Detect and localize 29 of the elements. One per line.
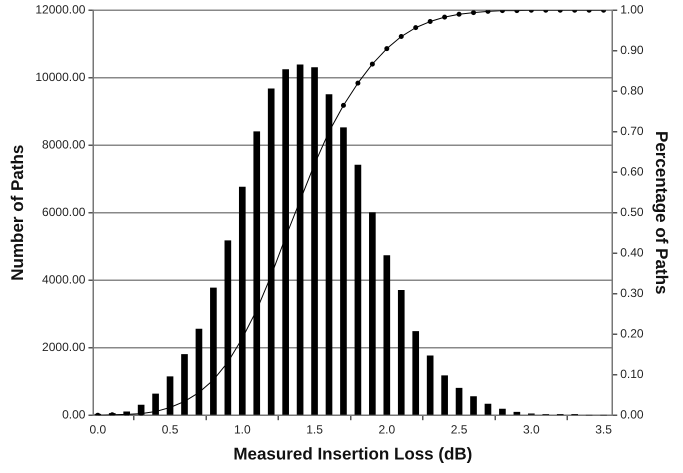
y-tick-label: 10000.00 bbox=[35, 70, 86, 84]
y2-axis-title: Percentage of Paths bbox=[652, 130, 672, 294]
y-tick-label: 0.00 bbox=[62, 408, 86, 422]
y-tick-label: 6000.00 bbox=[42, 205, 86, 220]
y2-tick-label: 0.00 bbox=[620, 408, 644, 422]
y2-tick-label: 0.70 bbox=[620, 124, 644, 138]
y-tick-label: 4000.00 bbox=[42, 272, 86, 287]
x-tick-label: 2.0 bbox=[378, 422, 396, 437]
y-tick-label: 8000.00 bbox=[42, 138, 86, 152]
x-axis-title: Measured Insertion Loss (dB) bbox=[233, 444, 472, 464]
y2-tick-label: 0.60 bbox=[620, 164, 644, 179]
y2-tick-label: 0.40 bbox=[620, 246, 644, 260]
y2-tick-label: 0.50 bbox=[620, 205, 644, 220]
x-tick-label: 1.0 bbox=[234, 422, 251, 437]
y-tick-label: 2000.00 bbox=[42, 340, 86, 354]
y-axis-title: Number of Paths bbox=[8, 144, 27, 281]
y2-tick-label: 0.30 bbox=[620, 286, 644, 300]
y2-tick-label: 0.10 bbox=[620, 367, 644, 382]
x-tick-label: 0.0 bbox=[89, 422, 106, 437]
y2-tick-label: 0.90 bbox=[620, 43, 644, 58]
y-tick-label: 12000.00 bbox=[35, 2, 86, 17]
y2-tick-label: 0.20 bbox=[620, 326, 644, 341]
y2-tick-label: 0.80 bbox=[620, 84, 644, 98]
x-tick-label: 2.5 bbox=[450, 422, 468, 437]
x-tick-label: 1.5 bbox=[306, 422, 324, 437]
x-tick-label: 3.5 bbox=[595, 422, 612, 437]
y2-tick-label: 1.00 bbox=[620, 2, 644, 17]
x-tick-label: 3.0 bbox=[522, 422, 540, 437]
x-tick-label: 0.5 bbox=[162, 422, 179, 437]
